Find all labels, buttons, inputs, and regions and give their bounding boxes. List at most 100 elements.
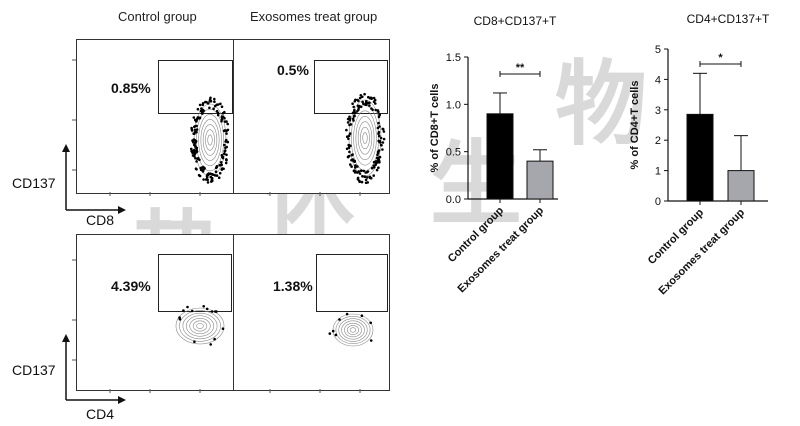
outlier-event	[192, 116, 196, 119]
outlier-event	[356, 171, 359, 174]
outlier-event	[353, 100, 357, 103]
outlier-event	[382, 130, 386, 133]
outlier-event	[377, 115, 381, 119]
outlier-event	[356, 178, 360, 181]
outlier-event	[209, 343, 212, 346]
gate-bottom-exosomes	[316, 254, 388, 312]
outlier-event	[381, 127, 385, 131]
outlier-event	[363, 92, 366, 96]
outlier-event	[366, 176, 369, 179]
outlier-event	[213, 337, 216, 341]
outlier-event	[334, 333, 338, 337]
outlier-event	[192, 132, 195, 135]
outlier-event	[219, 161, 223, 164]
outlier-event	[353, 108, 356, 112]
percentage-top-exosomes: 0.5%	[277, 62, 309, 78]
outlier-event	[353, 160, 356, 163]
percentage-bottom-exosomes: 1.38%	[273, 278, 313, 294]
outlier-event	[347, 137, 350, 141]
outlier-event	[224, 161, 228, 165]
outlier-event	[223, 152, 226, 155]
contour-line	[360, 126, 370, 150]
outlier-event	[328, 332, 332, 335]
outlier-event	[362, 169, 366, 173]
outlier-event	[376, 150, 380, 154]
outlier-event	[372, 174, 376, 177]
outlier-event	[224, 146, 227, 150]
outlier-event	[352, 105, 356, 109]
outlier-event	[367, 101, 370, 105]
outlier-event	[376, 153, 379, 157]
outlier-event	[357, 99, 360, 103]
contour-line	[182, 312, 218, 340]
flow-panel-top-control	[76, 39, 234, 194]
outlier-event	[198, 117, 201, 120]
outlier-event	[375, 168, 379, 172]
outlier-event	[194, 156, 197, 160]
gate-top-control	[158, 60, 233, 114]
outlier-event	[213, 174, 217, 177]
outlier-event	[374, 108, 378, 112]
bar	[486, 113, 514, 200]
percentage-bottom-control: 4.39%	[111, 278, 151, 294]
outlier-event	[381, 148, 384, 151]
outlier-event	[219, 163, 223, 167]
outlier-event	[213, 100, 216, 103]
y-tick-label: 0.5	[446, 147, 461, 159]
outlier-event	[345, 312, 349, 316]
outlier-event	[373, 98, 377, 102]
outlier-event	[194, 140, 198, 143]
outlier-event	[205, 307, 209, 311]
outlier-event	[352, 114, 356, 118]
percentage-top-control: 0.85%	[111, 80, 151, 96]
outlier-event	[220, 105, 224, 108]
contour-line	[179, 310, 221, 342]
outlier-event	[223, 143, 226, 147]
contour-line	[198, 113, 222, 167]
outlier-event	[372, 164, 376, 167]
contour-line	[207, 134, 213, 146]
y-tick-label: 2	[655, 135, 661, 147]
contour-line	[357, 121, 373, 155]
column-header-control: Control group	[118, 9, 197, 24]
outlier-event	[375, 156, 379, 160]
x-label-top: CD8	[86, 212, 115, 228]
outlier-event	[349, 163, 352, 166]
outlier-event	[348, 117, 352, 120]
outlier-event	[354, 111, 357, 114]
outlier-event	[361, 175, 364, 178]
outlier-event	[366, 181, 370, 184]
contour-line	[175, 307, 225, 345]
outlier-event	[213, 97, 216, 101]
outlier-event	[186, 305, 189, 309]
outlier-event	[362, 102, 365, 106]
flow-panel-bottom-exosomes	[233, 234, 390, 391]
outlier-event	[195, 150, 199, 153]
outlier-event	[200, 168, 204, 172]
outlier-event	[378, 161, 381, 164]
outlier-event	[360, 314, 364, 318]
contour-line	[202, 124, 218, 156]
outlier-event	[214, 310, 217, 313]
outlier-event	[202, 109, 205, 112]
bar	[526, 160, 554, 200]
chart2-title: CD4+CD137+T	[686, 12, 770, 26]
outlier-event	[353, 166, 357, 169]
outlier-event	[200, 166, 203, 169]
outlier-event	[201, 102, 205, 105]
outlier-event	[377, 134, 381, 138]
outlier-event	[192, 148, 196, 152]
outlier-event	[190, 309, 194, 313]
outlier-event	[358, 96, 362, 100]
outlier-event	[368, 104, 371, 107]
bar	[727, 170, 755, 202]
outlier-event	[370, 166, 374, 170]
outlier-event	[361, 95, 364, 99]
contour-line	[200, 119, 220, 161]
outlier-event	[210, 310, 214, 313]
outlier-event	[221, 327, 225, 331]
outlier-event	[220, 167, 224, 171]
outlier-event	[354, 164, 357, 167]
outlier-event	[220, 116, 224, 119]
outlier-event	[364, 178, 368, 182]
